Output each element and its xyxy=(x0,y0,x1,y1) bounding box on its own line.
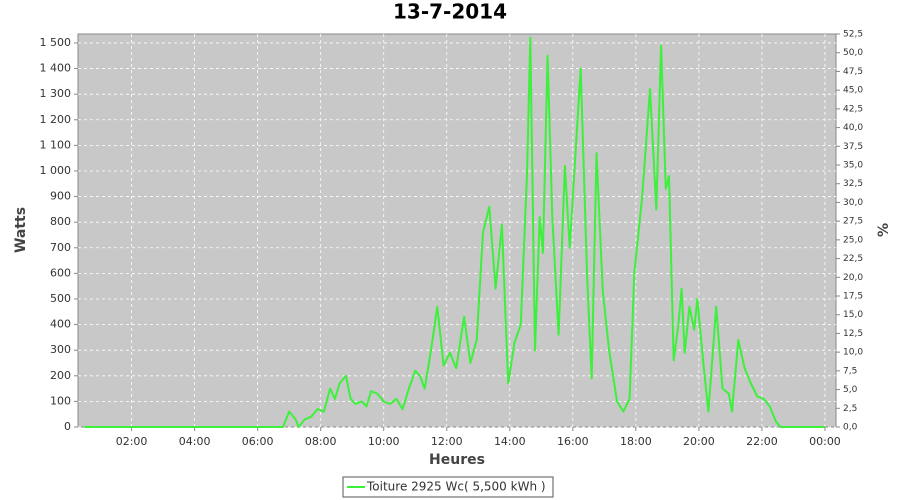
x-tick-label: 10:00 xyxy=(368,435,400,448)
y2-tick-label: 10,0 xyxy=(843,348,863,358)
y2-tick-label: 2,5 xyxy=(843,404,857,414)
y2-tick-label: 50,0 xyxy=(843,48,863,58)
data-line xyxy=(84,36,825,428)
legend xyxy=(342,476,554,498)
y2-tick-label: 5,0 xyxy=(843,385,858,395)
x-axis-title: Heures xyxy=(429,452,485,468)
x-tick-label: 02:00 xyxy=(116,435,148,448)
y-tick-label: 800 xyxy=(50,215,71,228)
y-tick-label: 700 xyxy=(50,241,71,254)
y-tick-label: 300 xyxy=(50,343,71,356)
y2-tick-label: 25,0 xyxy=(843,235,863,245)
y2-tick-label: 30,0 xyxy=(843,198,863,208)
x-tick-label: 20:00 xyxy=(683,435,715,448)
chart-title: 13-7-2014 xyxy=(393,0,507,24)
y2-axis-title: % xyxy=(876,223,892,237)
y-tick-label: 500 xyxy=(50,292,71,305)
x-tick-label: 04:00 xyxy=(179,435,211,448)
legend-label: Toiture 2925 Wc( 5,500 kWh ) xyxy=(366,480,546,494)
y2-tick-label: 27,5 xyxy=(843,217,863,227)
x-tick-label: 12:00 xyxy=(431,435,463,448)
x-tick-label: 16:00 xyxy=(557,435,589,448)
y2-tick-label: 52,5 xyxy=(843,30,863,40)
x-tick-label: 06:00 xyxy=(242,435,274,448)
y-tick-label: 0 xyxy=(64,420,71,433)
y-tick-label: 900 xyxy=(50,190,71,203)
y2-tick-label: 7,5 xyxy=(843,366,857,376)
y-tick-label: 600 xyxy=(50,266,71,279)
y2-tick-label: 40,0 xyxy=(843,123,863,133)
y2-tick-label: 0,0 xyxy=(843,423,858,433)
x-tick-label: 08:00 xyxy=(305,435,337,448)
y2-tick-label: 32,5 xyxy=(843,179,863,189)
y-tick-label: 200 xyxy=(50,369,71,382)
y-tick-label: 100 xyxy=(50,394,71,407)
y2-tick-label: 20,0 xyxy=(843,273,863,283)
y2-tick-label: 35,0 xyxy=(843,161,863,171)
x-tick-label: 22:00 xyxy=(746,435,778,448)
y2-tick-label: 15,0 xyxy=(843,310,863,320)
y-tick-label: 1 300 xyxy=(40,87,72,100)
y-tick-label: 400 xyxy=(50,318,71,331)
x-tick-label: 14:00 xyxy=(494,435,526,448)
y2-tick-label: 45,0 xyxy=(843,86,863,96)
y-tick-label: 1 100 xyxy=(40,138,72,151)
y-tick-label: 1 400 xyxy=(40,62,72,75)
y-tick-label: 1 200 xyxy=(40,113,72,126)
y2-tick-label: 17,5 xyxy=(843,292,863,302)
y2-tick-label: 37,5 xyxy=(843,142,863,152)
y2-tick-label: 12,5 xyxy=(843,329,863,339)
y-axis-title: Watts xyxy=(13,207,29,253)
y2-tick-label: 42,5 xyxy=(843,104,863,114)
x-tick-label: 18:00 xyxy=(620,435,652,448)
y-tick-label: 1 500 xyxy=(40,36,72,49)
x-tick-label: 00:00 xyxy=(809,435,841,448)
y2-tick-label: 47,5 xyxy=(843,67,863,77)
y2-tick-label: 22,5 xyxy=(843,254,863,264)
y-tick-label: 1 000 xyxy=(40,164,72,177)
